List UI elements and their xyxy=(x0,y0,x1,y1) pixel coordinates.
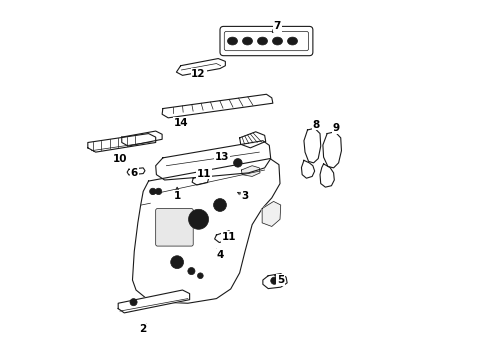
Text: 10: 10 xyxy=(113,154,127,163)
Circle shape xyxy=(188,267,195,275)
Text: 4: 4 xyxy=(216,250,223,260)
Text: 7: 7 xyxy=(273,21,281,31)
Polygon shape xyxy=(88,134,156,152)
Circle shape xyxy=(214,199,226,211)
Ellipse shape xyxy=(227,37,238,45)
Polygon shape xyxy=(215,231,234,243)
FancyBboxPatch shape xyxy=(220,26,313,56)
Text: 2: 2 xyxy=(140,324,147,334)
Ellipse shape xyxy=(272,37,283,45)
Text: 12: 12 xyxy=(191,68,206,78)
Circle shape xyxy=(197,273,203,279)
Polygon shape xyxy=(262,202,281,226)
FancyBboxPatch shape xyxy=(156,208,193,246)
Circle shape xyxy=(130,298,137,306)
Text: 9: 9 xyxy=(333,123,340,133)
Polygon shape xyxy=(263,274,287,289)
Polygon shape xyxy=(162,94,273,118)
Text: 5: 5 xyxy=(277,275,284,285)
Circle shape xyxy=(189,209,209,229)
Text: 13: 13 xyxy=(215,152,229,162)
Polygon shape xyxy=(240,132,266,148)
Circle shape xyxy=(149,188,156,195)
Text: 6: 6 xyxy=(131,168,138,178)
Circle shape xyxy=(155,188,162,195)
Polygon shape xyxy=(176,59,225,75)
Polygon shape xyxy=(242,166,260,176)
Polygon shape xyxy=(127,168,145,175)
Polygon shape xyxy=(118,290,190,313)
Text: 1: 1 xyxy=(173,191,181,201)
Text: 11: 11 xyxy=(221,232,236,242)
Text: 3: 3 xyxy=(242,191,248,201)
Polygon shape xyxy=(323,132,342,168)
Ellipse shape xyxy=(258,37,268,45)
Polygon shape xyxy=(301,160,315,178)
Polygon shape xyxy=(156,141,270,180)
FancyBboxPatch shape xyxy=(224,31,309,51)
Polygon shape xyxy=(304,128,321,163)
Circle shape xyxy=(234,158,242,167)
Polygon shape xyxy=(122,131,162,146)
Ellipse shape xyxy=(288,37,297,45)
Text: 14: 14 xyxy=(173,118,188,128)
Text: 11: 11 xyxy=(196,168,211,179)
Circle shape xyxy=(171,256,184,269)
Circle shape xyxy=(270,277,278,284)
Text: 8: 8 xyxy=(313,120,320,130)
Ellipse shape xyxy=(243,37,252,45)
Polygon shape xyxy=(320,164,334,187)
Polygon shape xyxy=(132,158,280,303)
Polygon shape xyxy=(192,176,209,185)
